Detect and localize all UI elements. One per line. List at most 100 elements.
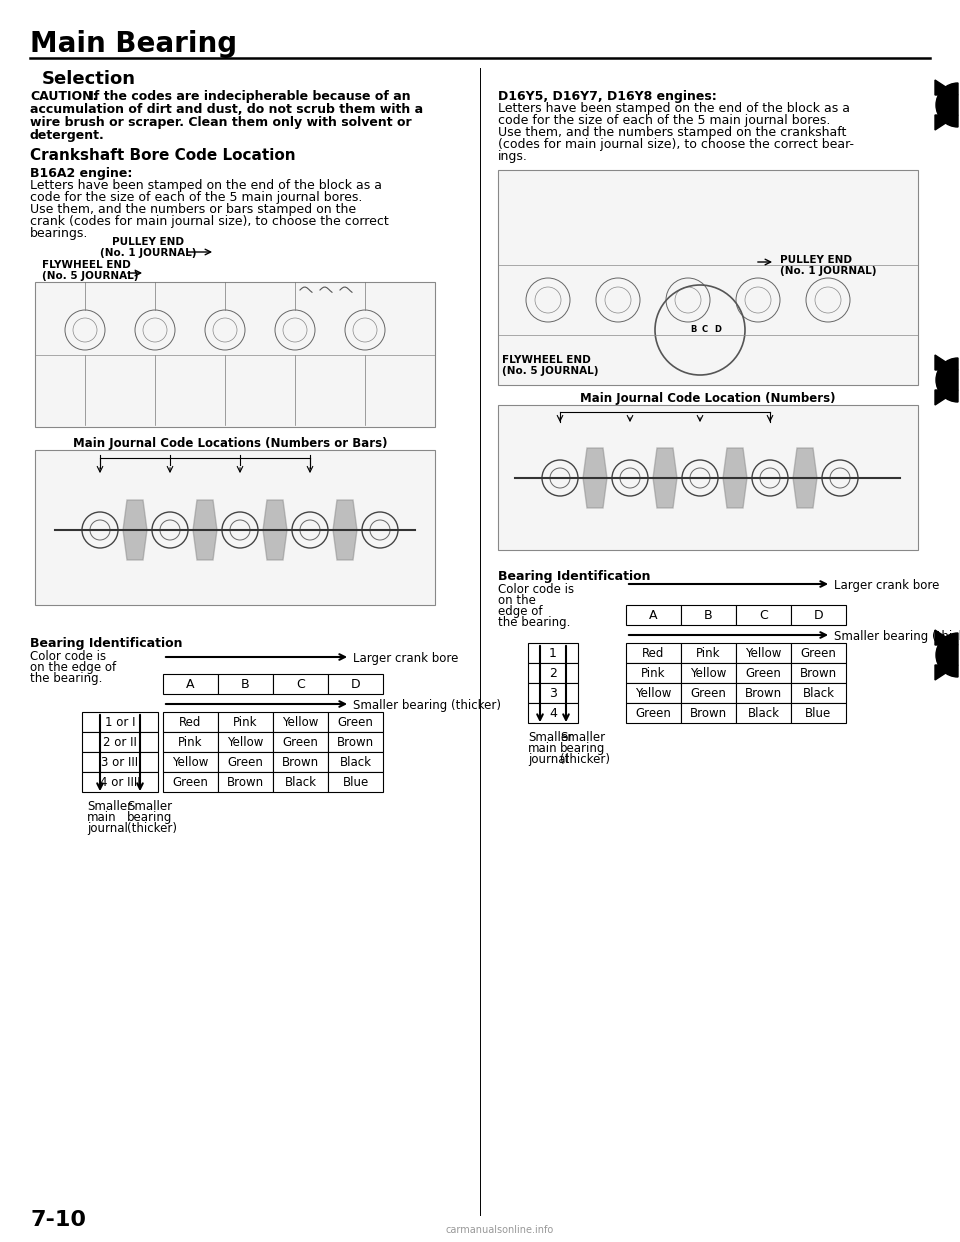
Text: Green: Green	[338, 715, 373, 729]
Text: Brown: Brown	[690, 707, 727, 720]
Bar	[681, 643, 736, 663]
Text: 1 or I: 1 or I	[105, 715, 135, 729]
Text: (No. 5 JOURNAL): (No. 5 JOURNAL)	[42, 271, 138, 281]
Bar	[82, 732, 158, 751]
Polygon shape	[653, 478, 677, 508]
Polygon shape	[723, 448, 747, 478]
Text: Black: Black	[340, 756, 372, 769]
Text: Blue: Blue	[805, 707, 831, 720]
Bar	[163, 732, 218, 751]
Text: Pink: Pink	[233, 715, 257, 729]
Bar	[273, 773, 328, 792]
Polygon shape	[333, 530, 357, 560]
Text: Yellow: Yellow	[282, 715, 319, 729]
Text: D: D	[814, 609, 824, 622]
Text: Smaller bearing (thicker): Smaller bearing (thicker)	[353, 699, 501, 712]
Text: Main Bearing: Main Bearing	[30, 30, 237, 58]
Text: PULLEY END: PULLEY END	[780, 255, 852, 265]
Text: Smaller: Smaller	[127, 800, 172, 814]
Polygon shape	[583, 448, 607, 478]
Text: detergent.: detergent.	[30, 129, 105, 142]
Bar	[736, 663, 791, 683]
Text: Pink: Pink	[641, 667, 665, 681]
Text: the bearing.: the bearing.	[498, 616, 570, 628]
Text: Pink: Pink	[179, 737, 203, 749]
Text: Green: Green	[173, 776, 208, 789]
Bar	[218, 751, 273, 773]
Bar	[528, 663, 578, 683]
Text: B: B	[690, 325, 696, 334]
Text: Bearing Identification: Bearing Identification	[498, 570, 651, 582]
Bar	[82, 712, 158, 732]
Bar	[791, 643, 846, 663]
Text: Green: Green	[801, 647, 836, 660]
Text: journal: journal	[87, 822, 128, 835]
Bar	[736, 605, 791, 625]
Bar	[328, 751, 383, 773]
Polygon shape	[793, 478, 817, 508]
Wedge shape	[936, 83, 958, 127]
Text: on the edge of: on the edge of	[30, 661, 116, 674]
Bar	[791, 683, 846, 703]
Text: 4: 4	[549, 707, 557, 720]
Text: D: D	[714, 325, 721, 334]
Text: (thicker): (thicker)	[560, 753, 610, 766]
Bar	[528, 703, 578, 723]
Text: 7-10: 7-10	[30, 1210, 86, 1230]
Polygon shape	[193, 530, 217, 560]
Bar	[218, 732, 273, 751]
Text: code for the size of each of the 5 main journal bores.: code for the size of each of the 5 main …	[498, 114, 830, 127]
Polygon shape	[935, 664, 958, 681]
Text: 4 or IIII: 4 or IIII	[100, 776, 140, 789]
Text: Yellow: Yellow	[636, 687, 672, 700]
Text: Black: Black	[284, 776, 317, 789]
Text: 3 or III: 3 or III	[102, 756, 138, 769]
Polygon shape	[793, 448, 817, 478]
Polygon shape	[935, 390, 958, 405]
Polygon shape	[333, 501, 357, 530]
Text: B: B	[241, 678, 250, 691]
Bar	[681, 703, 736, 723]
Text: Blue: Blue	[343, 776, 369, 789]
Text: A: A	[186, 678, 195, 691]
Bar	[273, 732, 328, 751]
Text: main: main	[87, 811, 116, 823]
Text: main: main	[528, 741, 558, 755]
Bar	[328, 773, 383, 792]
Bar	[82, 773, 158, 792]
Text: Use them, and the numbers or bars stamped on the: Use them, and the numbers or bars stampe…	[30, 202, 356, 216]
Text: Letters have been stamped on the end of the block as a: Letters have been stamped on the end of …	[30, 179, 382, 193]
Polygon shape	[935, 630, 958, 645]
Polygon shape	[583, 478, 607, 508]
Bar	[736, 643, 791, 663]
Text: Letters have been stamped on the end of the block as a: Letters have been stamped on the end of …	[498, 102, 850, 116]
Bar	[498, 170, 918, 385]
Text: Brown: Brown	[282, 756, 319, 769]
Text: accumulation of dirt and dust, do not scrub them with a: accumulation of dirt and dust, do not sc…	[30, 103, 423, 116]
Text: Smaller: Smaller	[560, 732, 605, 744]
Text: Pink: Pink	[696, 647, 721, 660]
Text: C: C	[296, 678, 305, 691]
Text: Smaller bearing (thicker): Smaller bearing (thicker)	[834, 630, 960, 643]
Text: carmanualsonline.info: carmanualsonline.info	[445, 1225, 554, 1235]
Polygon shape	[935, 355, 958, 370]
Bar	[626, 683, 681, 703]
Bar	[163, 751, 218, 773]
Bar	[736, 683, 791, 703]
Text: Color code is: Color code is	[498, 582, 574, 596]
Text: B16A2 engine:: B16A2 engine:	[30, 166, 132, 180]
Bar	[273, 674, 328, 694]
Text: (codes for main journal size), to choose the correct bear-: (codes for main journal size), to choose…	[498, 138, 854, 152]
Text: Main Journal Code Location (Numbers): Main Journal Code Location (Numbers)	[580, 392, 836, 405]
Text: Use them, and the numbers stamped on the crankshaft: Use them, and the numbers stamped on the…	[498, 125, 847, 139]
Bar	[35, 282, 435, 427]
Text: (thicker): (thicker)	[127, 822, 177, 835]
Bar	[626, 703, 681, 723]
Text: Yellow: Yellow	[745, 647, 781, 660]
Text: Yellow: Yellow	[172, 756, 208, 769]
Text: Selection: Selection	[42, 70, 136, 88]
Text: journal: journal	[528, 753, 569, 766]
Bar	[528, 643, 578, 663]
Text: (No. 1 JOURNAL): (No. 1 JOURNAL)	[780, 266, 876, 276]
Bar	[736, 703, 791, 723]
